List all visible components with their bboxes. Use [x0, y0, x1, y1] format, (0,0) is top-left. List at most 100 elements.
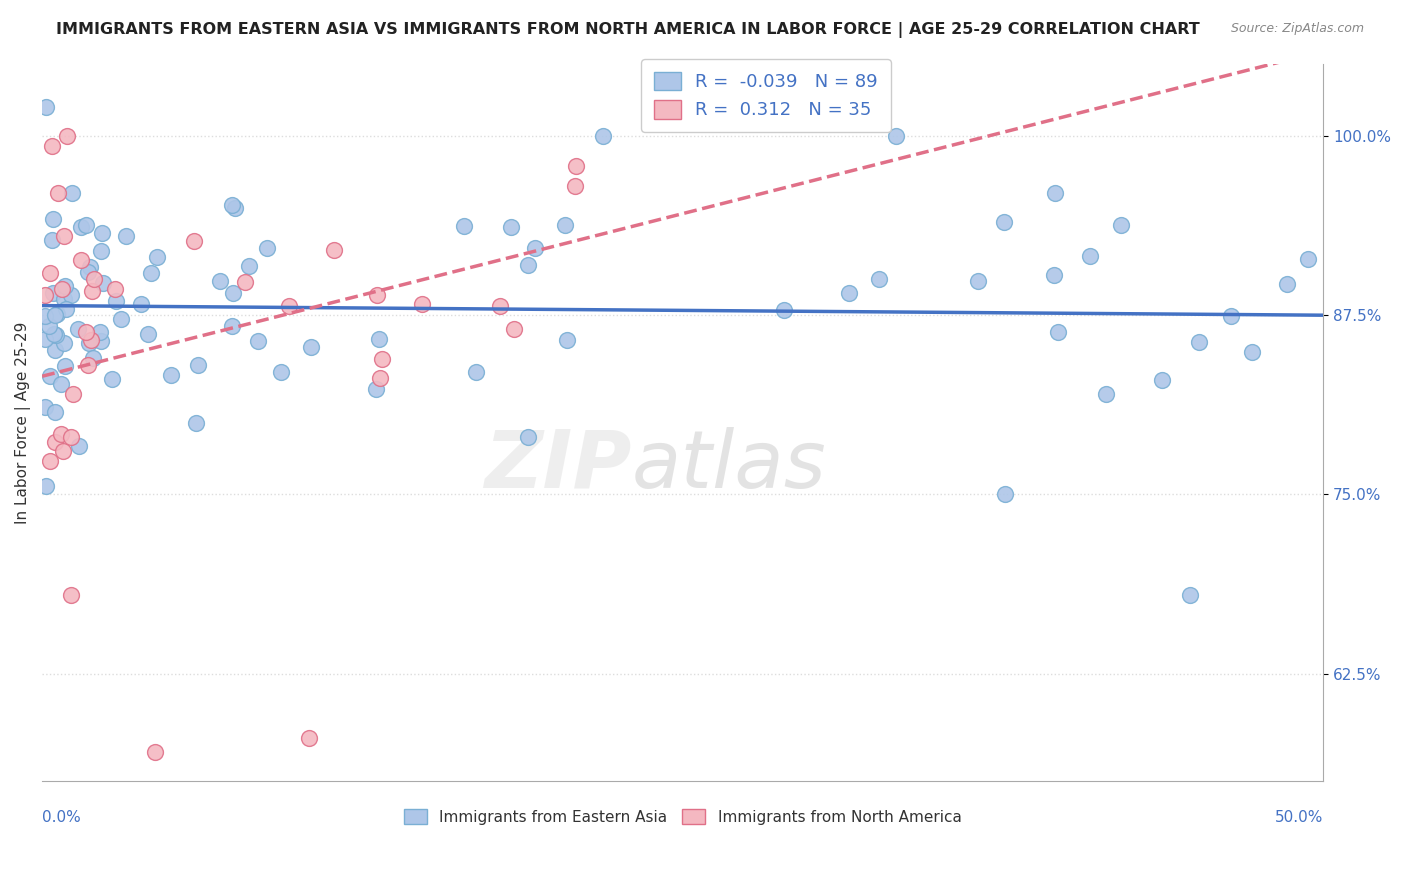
Point — [34, 310, 56, 324]
Point — [564, 179, 586, 194]
Point — [221, 318, 243, 333]
Point — [364, 382, 387, 396]
Point — [77, 336, 100, 351]
Point — [60, 430, 83, 444]
Point — [1220, 309, 1243, 323]
Point — [143, 745, 166, 759]
Point — [38, 318, 60, 333]
Point — [89, 325, 111, 339]
Point — [38, 267, 60, 281]
Point — [51, 377, 73, 392]
Point — [77, 265, 100, 279]
Point — [80, 333, 103, 347]
Point — [53, 229, 76, 244]
Point — [501, 220, 523, 235]
Point — [270, 365, 292, 379]
Point — [42, 286, 65, 301]
Point — [34, 288, 56, 302]
Point — [221, 285, 243, 300]
Point — [53, 292, 76, 306]
Point — [110, 312, 132, 326]
Point — [464, 365, 486, 379]
Point — [129, 297, 152, 311]
Point — [67, 439, 90, 453]
Point — [247, 334, 270, 348]
Point — [278, 299, 301, 313]
Text: 50.0%: 50.0% — [1275, 810, 1323, 825]
Point — [1047, 325, 1070, 339]
Point — [884, 128, 907, 143]
Point — [44, 343, 66, 357]
Point — [184, 416, 207, 430]
Point — [35, 100, 58, 114]
Point — [208, 274, 231, 288]
Point — [235, 275, 257, 289]
Point — [187, 358, 209, 372]
Point — [366, 287, 388, 301]
Point — [56, 128, 79, 143]
Point — [62, 387, 84, 401]
Point — [993, 215, 1015, 229]
Point — [90, 334, 112, 348]
Legend: R =  -0.039   N = 89, R =  0.312   N = 35: R = -0.039 N = 89, R = 0.312 N = 35 — [641, 59, 890, 132]
Point — [82, 351, 104, 365]
Point — [44, 435, 66, 450]
Point — [52, 444, 75, 458]
Point — [1180, 588, 1202, 602]
Point — [592, 128, 614, 143]
Point — [39, 369, 62, 384]
Point — [77, 358, 100, 372]
Point — [517, 258, 540, 272]
Point — [91, 226, 114, 240]
Point — [60, 186, 83, 201]
Point — [42, 326, 65, 341]
Point — [555, 333, 578, 347]
Point — [55, 301, 77, 316]
Point — [67, 322, 90, 336]
Point — [160, 368, 183, 382]
Point — [993, 487, 1015, 501]
Point — [44, 404, 66, 418]
Point — [773, 303, 796, 318]
Point — [323, 243, 346, 257]
Point — [221, 198, 243, 212]
Point — [34, 332, 56, 346]
Point — [1240, 345, 1263, 359]
Point — [145, 250, 167, 264]
Point — [55, 279, 77, 293]
Point — [183, 234, 205, 248]
Point — [1188, 335, 1211, 350]
Point — [224, 201, 246, 215]
Point — [1094, 387, 1116, 401]
Point — [1111, 218, 1133, 232]
Point — [42, 211, 65, 226]
Text: Source: ZipAtlas.com: Source: ZipAtlas.com — [1230, 22, 1364, 36]
Point — [1296, 252, 1319, 266]
Point — [367, 332, 389, 346]
Point — [41, 139, 63, 153]
Point — [411, 297, 433, 311]
Point — [115, 229, 138, 244]
Point — [90, 244, 112, 258]
Point — [104, 294, 127, 309]
Point — [1150, 373, 1173, 387]
Text: atlas: atlas — [631, 426, 827, 505]
Point — [51, 427, 73, 442]
Point — [60, 588, 83, 602]
Point — [46, 186, 69, 201]
Point — [53, 335, 76, 350]
Point — [45, 328, 67, 343]
Point — [516, 430, 538, 444]
Point — [136, 326, 159, 341]
Text: 0.0%: 0.0% — [42, 810, 82, 825]
Point — [38, 454, 60, 468]
Text: IMMIGRANTS FROM EASTERN ASIA VS IMMIGRANTS FROM NORTH AMERICA IN LABOR FORCE | A: IMMIGRANTS FROM EASTERN ASIA VS IMMIGRAN… — [56, 22, 1199, 38]
Point — [100, 372, 122, 386]
Point — [44, 308, 66, 322]
Point — [51, 282, 73, 296]
Point — [82, 284, 104, 298]
Point — [70, 219, 93, 234]
Point — [139, 266, 162, 280]
Point — [238, 259, 260, 273]
Point — [35, 479, 58, 493]
